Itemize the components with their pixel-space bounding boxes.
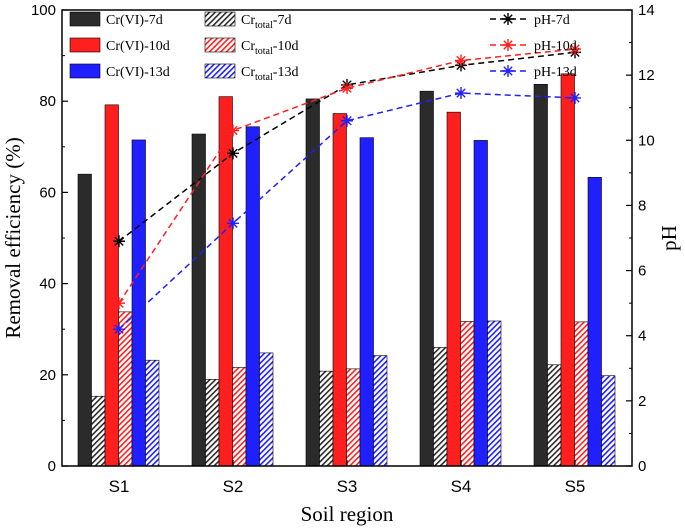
y2-tick-label: 0 [638,458,646,475]
svg-text:Cr(VI)-10d: Cr(VI)-10d [106,39,170,54]
bar-crvi-7d-s4 [419,90,434,467]
lines-layer [113,43,581,336]
bar-crtotal-10d-s5 [574,321,589,467]
point-ph-13d-s1 [113,323,125,336]
y2-tick-label: 14 [638,2,655,19]
y-tick-label: 40 [39,276,56,293]
legend-item-crtotal-7d: Crtotal-7d [204,11,291,31]
x-tick-label: S3 [337,477,358,496]
y-tick-label: 100 [31,2,56,19]
legend-item-crtotal-13d: Crtotal-13d [204,63,298,83]
point-ph-10d-s1 [113,297,125,310]
y-tick-label: 20 [39,367,56,384]
svg-text:Cr(VI)-13d: Cr(VI)-13d [106,65,170,80]
line-ph-13d [118,92,576,330]
bar-crtotal-13d-s3 [373,355,388,467]
point-ph-13d-s3 [341,114,353,127]
y-tick-label: 80 [39,93,56,110]
bar-crtotal-7d-s2 [205,379,220,467]
bar-crtotal-10d-s2 [232,367,247,467]
point-ph-10d-s4 [455,54,467,67]
bars-layer [77,73,616,467]
bar-crtotal-10d-s3 [346,368,361,467]
svg-text:Cr(VI)-7d: Cr(VI)-7d [106,13,163,28]
point-ph-13d-s2 [227,217,239,230]
x-tick-label: S5 [565,477,586,496]
bar-crvi-10d-s5 [560,73,575,467]
point-ph-13d-s4 [455,87,467,100]
line-ph-10d [118,48,576,304]
bar-crtotal-7d-s4 [433,347,448,467]
bar-crvi-13d-s5 [587,177,602,467]
legend-item-ph-10d: pH-10d [490,39,577,54]
bar-crvi-13d-s3 [359,137,374,467]
y2-tick-label: 12 [638,67,655,84]
legend: Cr(VI)-7d Crtotal-7d Cr(VI)-10d Crtotal-10d… [69,11,577,83]
y2-tick-label: 10 [638,132,655,149]
bar-crtotal-13d-s5 [601,375,616,467]
bar-crtotal-10d-s4 [460,321,475,467]
legend-item-crvi-7d: Cr(VI)-7d [69,11,163,28]
point-ph-13d-s5 [569,91,581,104]
legend-marker-ph-7d [502,13,514,25]
svg-text:Crtotal-7d: Crtotal-7d [241,13,291,31]
point-ph-10d-s2 [227,124,239,137]
y-axis-title: Removal efficiency (%) [1,137,25,338]
bar-crvi-13d-s2 [245,126,260,467]
svg-text:Crtotal-10d: Crtotal-10d [241,39,298,57]
svg-text:Crtotal-13d: Crtotal-13d [241,65,298,83]
bar-crvi-13d-s4 [473,140,488,467]
legend-item-crtotal-10d: Crtotal-10d [204,37,298,57]
line-ph-7d [118,51,576,242]
legend-marker-ph-13d [502,65,514,77]
bar-crtotal-7d-s3 [319,370,334,467]
svg-text:pH-10d: pH-10d [534,39,577,54]
y2-axis-title: pH [657,225,681,251]
point-ph-7d-s1 [113,235,125,248]
point-ph-10d-s5 [569,43,581,56]
x-tick-label: S2 [223,477,244,496]
bar-crvi-7d-s1 [77,173,92,467]
bar-crtotal-10d-s1 [118,311,133,467]
legend-item-ph-7d: pH-7d [490,13,570,28]
svg-text:pH-13d: pH-13d [534,65,577,80]
y2-tick-label: 6 [638,263,646,280]
y-tick-label: 60 [39,184,56,201]
point-ph-10d-s3 [341,82,353,95]
bar-crvi-10d-s1 [104,104,119,467]
y2-tick-label: 2 [638,393,646,410]
x-tick-label: S1 [109,477,130,496]
legend-item-ph-13d: pH-13d [490,65,577,80]
svg-text:pH-7d: pH-7d [534,13,570,28]
ticks-layer: 0 20 40 60 80 100 0 2 4 6 8 10 12 14 S1 S2 S3 S4 S5 [31,2,655,496]
y-tick-label: 0 [48,458,56,475]
legend-item-crvi-10d: Cr(VI)-10d [69,37,170,54]
bar-crtotal-7d-s5 [547,364,562,467]
bar-crvi-7d-s3 [305,98,320,467]
bar-crtotal-13d-s4 [487,320,502,467]
bar-crvi-10d-s2 [218,96,233,467]
y2-tick-label: 8 [638,197,646,214]
x-axis-title: Soil region [301,502,394,526]
bar-crtotal-7d-s1 [91,395,106,467]
x-tick-label: S4 [451,477,472,496]
bar-crvi-10d-s4 [446,111,461,467]
bar-crvi-7d-s5 [533,84,548,467]
bar-crvi-10d-s3 [332,113,347,467]
point-ph-7d-s2 [227,147,239,160]
legend-marker-ph-10d [502,39,514,51]
bar-crtotal-13d-s1 [145,359,160,467]
y2-tick-label: 4 [638,328,646,345]
bar-crvi-13d-s1 [131,139,146,467]
legend-item-crvi-13d: Cr(VI)-13d [69,63,170,80]
bar-crtotal-13d-s2 [259,352,274,467]
